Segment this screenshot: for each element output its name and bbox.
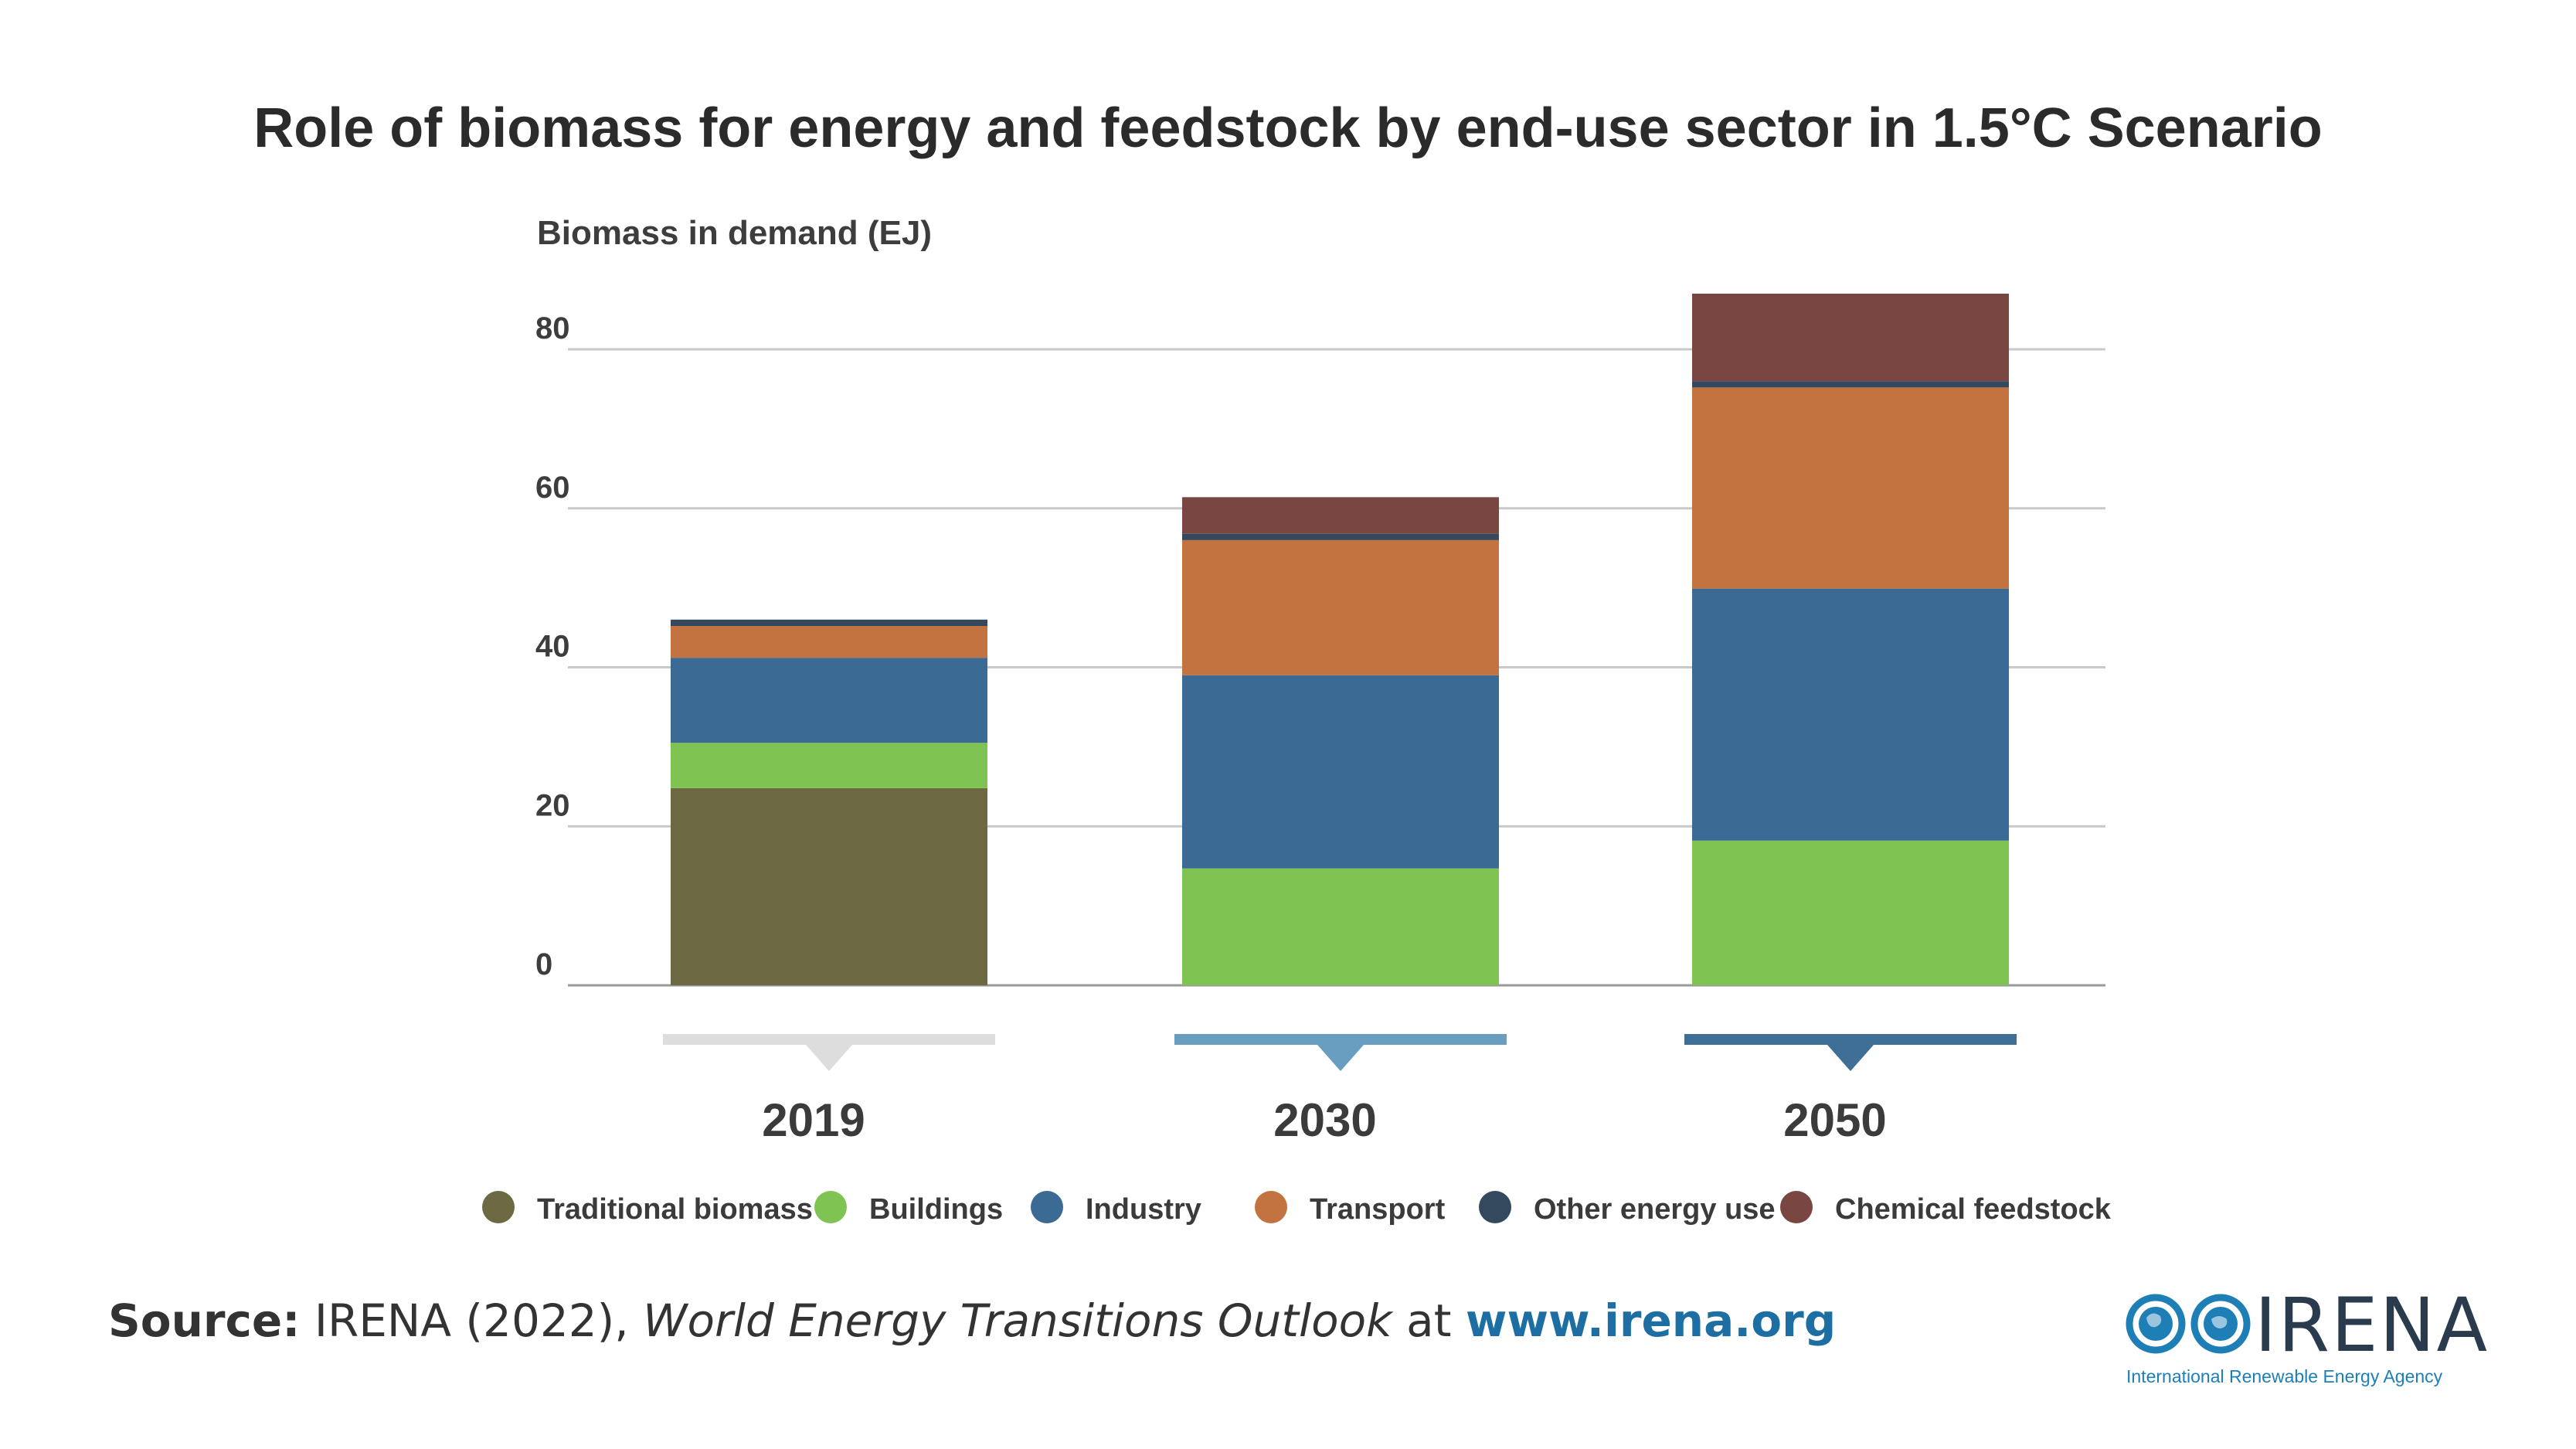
irena-logo: IRENA International Renewable Energy Age… (2125, 1282, 2496, 1395)
bar-segment (1692, 293, 2009, 382)
category-marker-bar (1684, 1034, 2017, 1045)
y-tick-label: 40 (535, 630, 570, 664)
category-marker-bar (663, 1034, 995, 1045)
source-connector: at (1406, 1294, 1452, 1347)
legend-label: Chemical feedstock (1835, 1193, 2112, 1226)
legend-item: Other energy use (1479, 1191, 1776, 1226)
category-label: 2019 (762, 1094, 865, 1146)
legend-swatch (1031, 1191, 1063, 1223)
legend-swatch (482, 1191, 515, 1223)
legend-swatch (1780, 1191, 1813, 1223)
bar-segment (671, 743, 987, 788)
category-label: 2050 (1783, 1094, 1886, 1146)
globe-infinity-icon (2126, 1294, 2251, 1354)
y-tick-label: 80 (535, 311, 570, 345)
bar-segment (1182, 497, 1499, 534)
legend: Traditional biomass Buildings Industry Tran… (482, 1191, 2112, 1226)
logo-subtitle: International Renewable Energy Agency (2126, 1366, 2443, 1386)
source-publication: World Energy Transitions Outlook (643, 1294, 1392, 1347)
bar-segment (1182, 533, 1499, 540)
y-axis-label: Biomass in demand (EJ) (537, 214, 932, 252)
category-marker-pointer (1317, 1045, 1364, 1071)
legend-item: Chemical feedstock (1780, 1191, 2112, 1226)
logo-wordmark: IRENA (2255, 1282, 2489, 1369)
bar-segment (1692, 840, 2009, 985)
legend-label: Buildings (869, 1193, 1003, 1226)
legend-item: Buildings (814, 1191, 1003, 1226)
y-tick-label: 0 (535, 947, 552, 981)
category-label: 2030 (1273, 1094, 1376, 1146)
legend-swatch (1255, 1191, 1287, 1223)
bar-segment (671, 658, 987, 743)
legend-swatch (814, 1191, 847, 1223)
bar-segment (1692, 588, 2009, 841)
legend-label: Traditional biomass (537, 1193, 813, 1226)
legend-item: Traditional biomass (482, 1191, 813, 1226)
legend-swatch (1479, 1191, 1511, 1223)
bar-segment (1692, 381, 2009, 388)
y-tick-label: 60 (535, 471, 570, 505)
legend-item: Transport (1255, 1191, 1446, 1226)
bar-segment (671, 626, 987, 658)
legend-label: Industry (1086, 1193, 1201, 1226)
legend-label: Transport (1310, 1193, 1446, 1226)
bar-segment (1182, 675, 1499, 869)
category-marker-bar (1174, 1034, 1507, 1045)
bar-segment (1182, 539, 1499, 675)
source-note: Source: IRENA (2022), World Energy Trans… (108, 1294, 1836, 1347)
bar-segment (1692, 387, 2009, 589)
bars (671, 293, 2009, 985)
legend-label: Other energy use (1534, 1193, 1776, 1226)
bar-segment (671, 619, 987, 627)
bar-segment (1182, 868, 1499, 985)
chart-title: Role of biomass for energy and feedstock… (253, 97, 2323, 159)
legend-item: Industry (1031, 1191, 1201, 1226)
category-marker-pointer (1827, 1045, 1874, 1071)
y-tick-label: 20 (535, 788, 570, 822)
source-prefix: Source: (108, 1294, 301, 1347)
category-labels: 2019 2030 2050 (762, 1094, 1886, 1146)
y-tick-labels: 0 20 40 60 80 (535, 311, 570, 981)
source-author: IRENA (2022), (314, 1294, 629, 1347)
category-marker-pointer (806, 1045, 852, 1071)
bar-segment (671, 787, 987, 985)
source-url-link[interactable]: www.irena.org (1465, 1294, 1837, 1347)
category-markers (663, 1034, 2017, 1071)
